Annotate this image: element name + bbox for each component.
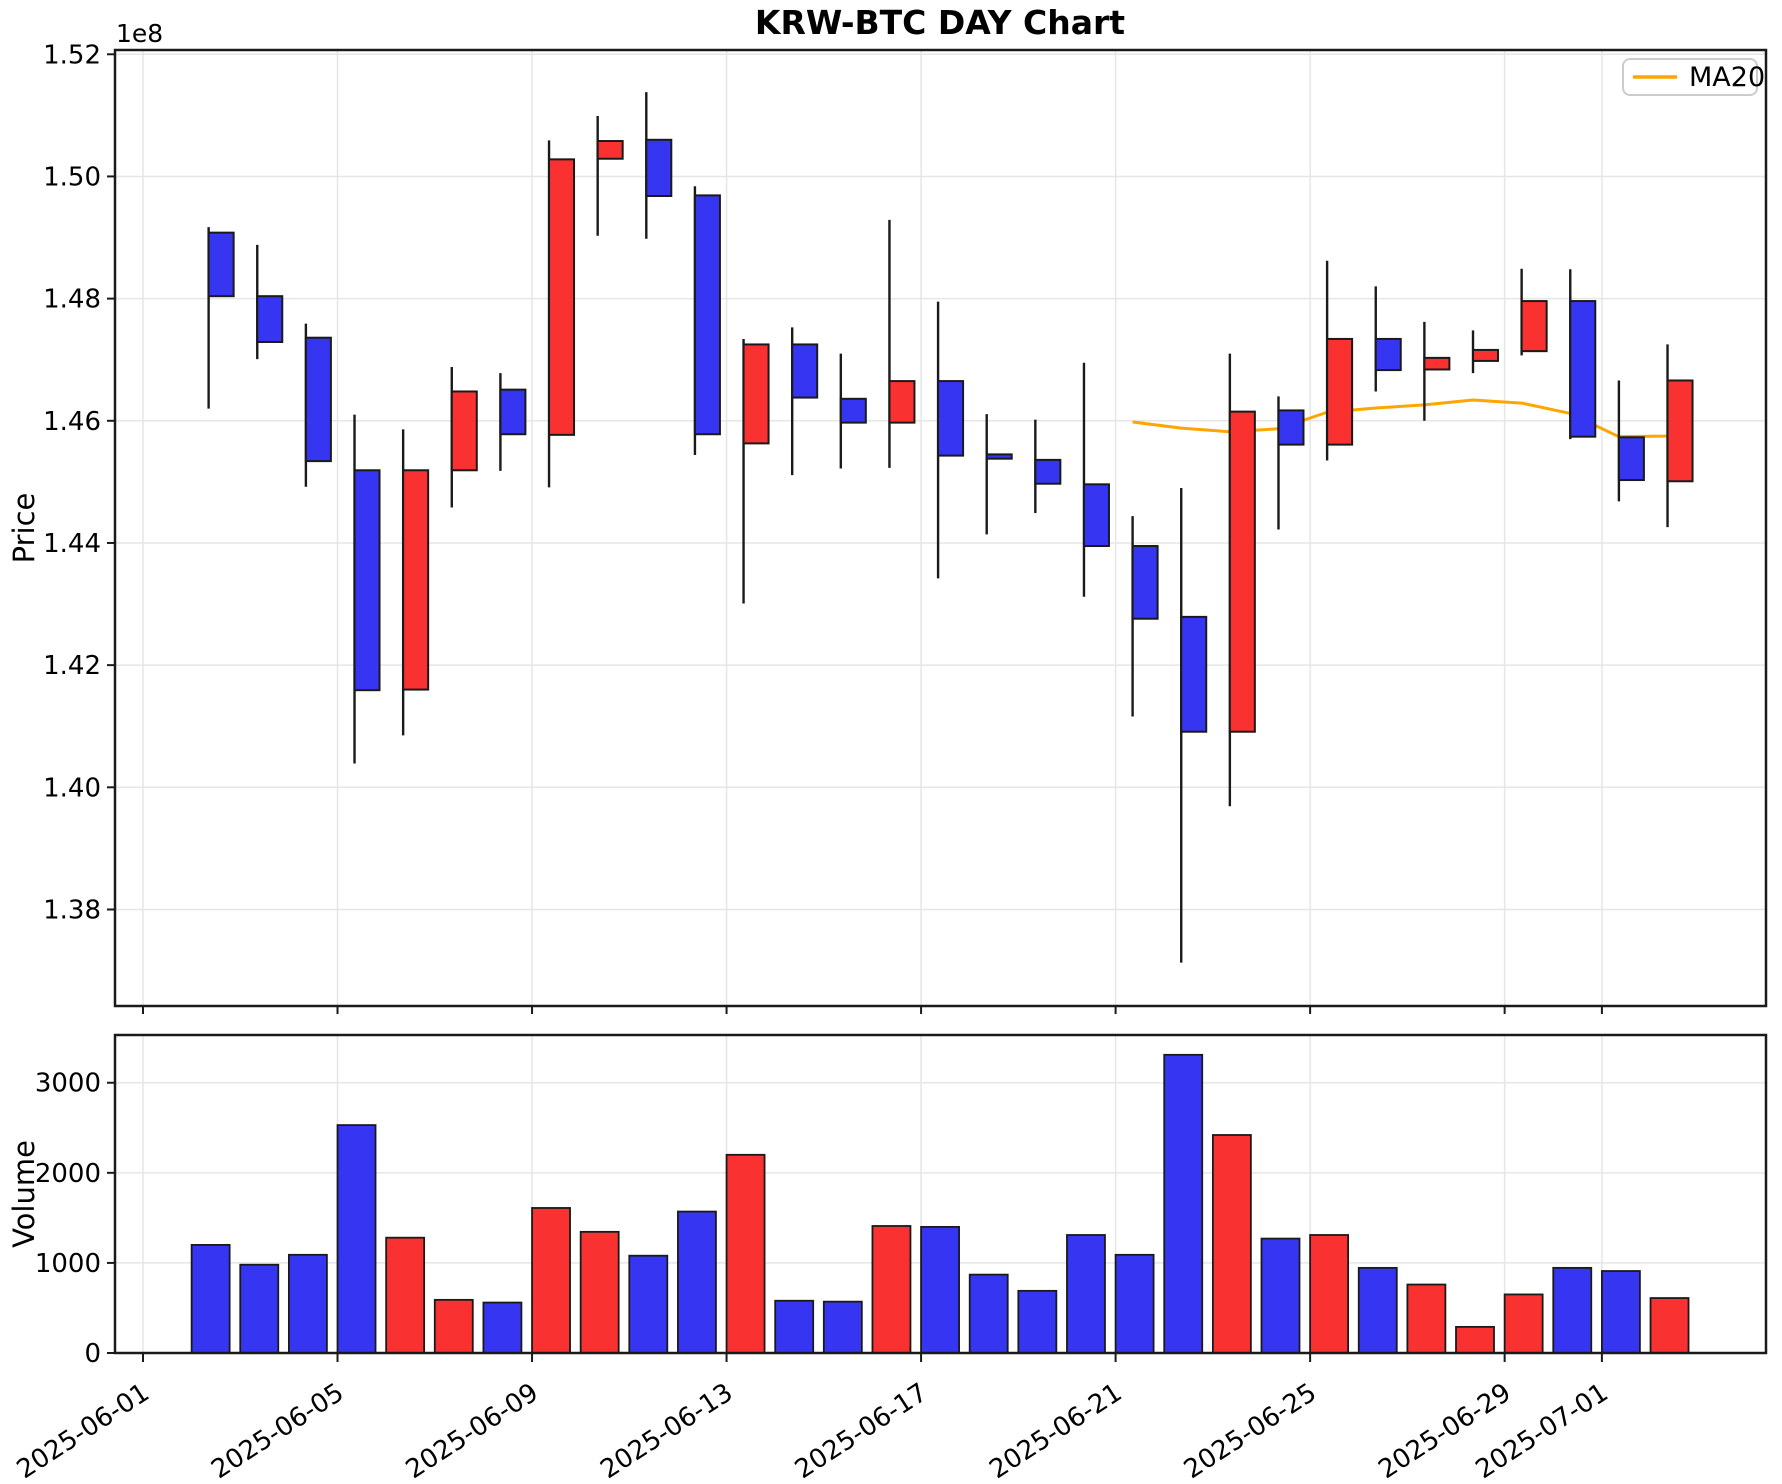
volume-bar-2025-06-15 — [822, 1300, 863, 1354]
date-tick-label: 2025-06-21 — [984, 1378, 1127, 1484]
volume-tick-label: 2000 — [35, 1159, 101, 1189]
candle-body-2025-06-03 — [256, 295, 284, 343]
volume-bar-2025-06-04 — [287, 1253, 328, 1354]
candle-body-2025-06-02 — [207, 231, 235, 298]
price-tick-label: 1.50 — [43, 162, 101, 192]
volume-bar-2025-07-01 — [1601, 1270, 1641, 1354]
date-tick-label: 2025-06-17 — [790, 1378, 933, 1484]
date-tick-label: 2025-06-05 — [206, 1378, 349, 1484]
volume-bar-2025-06-05 — [336, 1124, 377, 1354]
date-tick-label: 2025-06-01 — [12, 1378, 155, 1484]
candle-body-2025-06-06 — [402, 469, 430, 691]
candle-body-2025-06-17 — [937, 380, 965, 457]
candle-body-2025-07-02 — [1666, 379, 1694, 483]
volume-bar-2025-06-26 — [1357, 1266, 1398, 1354]
volume-bar-2025-06-29 — [1503, 1293, 1544, 1354]
volume-tick-label: 1000 — [35, 1249, 101, 1279]
candle-body-2025-06-05 — [353, 469, 381, 692]
volume-bar-2025-07-02 — [1649, 1297, 1690, 1354]
price-tick-label: 1.44 — [43, 529, 101, 559]
candle-body-2025-07-01 — [1617, 436, 1645, 482]
candle-body-2025-06-16 — [888, 380, 916, 424]
candle-body-2025-06-21 — [1131, 545, 1159, 620]
volume-bar-2025-06-13 — [725, 1153, 766, 1354]
candle-body-2025-06-09 — [548, 158, 576, 436]
volume-bar-2025-06-18 — [968, 1273, 1009, 1354]
volume-bar-2025-06-08 — [482, 1301, 523, 1354]
volume-bar-2025-06-21 — [1114, 1253, 1155, 1354]
candle-body-2025-06-28 — [1472, 348, 1500, 362]
date-tick-label: 2025-06-25 — [1179, 1378, 1322, 1484]
price-tick-label: 1.42 — [43, 651, 101, 681]
volume-axis-label: Volume — [7, 1140, 41, 1248]
legend-box — [1622, 58, 1758, 96]
date-tick-label: 2025-06-09 — [401, 1378, 544, 1484]
candle-body-2025-06-30 — [1569, 300, 1597, 438]
candle-body-2025-06-25 — [1326, 337, 1354, 446]
candle-body-2025-06-11 — [645, 138, 673, 197]
volume-bar-2025-06-20 — [1066, 1234, 1106, 1354]
volume-bar-2025-06-17 — [920, 1225, 960, 1354]
candle-body-2025-06-14 — [791, 343, 819, 399]
volume-bar-2025-06-02 — [190, 1243, 231, 1354]
volume-bar-2025-06-16 — [871, 1225, 912, 1354]
volume-bar-2025-06-25 — [1309, 1234, 1350, 1354]
volume-bar-2025-06-19 — [1017, 1289, 1058, 1354]
price-tick-label: 1.46 — [43, 407, 101, 437]
volume-bar-2025-06-23 — [1211, 1134, 1252, 1354]
candle-body-2025-06-10 — [596, 140, 624, 160]
volume-tick-label: 0 — [84, 1339, 101, 1369]
volume-bar-2025-06-30 — [1552, 1266, 1593, 1354]
price-tick-label: 1.48 — [43, 285, 101, 315]
volume-bar-2025-06-14 — [774, 1299, 815, 1354]
price-axis-offset-text: 1e8 — [116, 19, 163, 48]
candle-body-2025-06-29 — [1520, 300, 1548, 353]
volume-bar-2025-06-06 — [385, 1236, 426, 1354]
volume-bar-2025-06-07 — [433, 1298, 474, 1354]
volume-axes-spine — [113, 1033, 1768, 1355]
candle-body-2025-06-27 — [1423, 356, 1451, 371]
legend: MA20 — [1622, 58, 1765, 96]
date-tick-label: 2025-06-13 — [595, 1378, 738, 1484]
candle-body-2025-06-24 — [1277, 409, 1305, 446]
candle-body-2025-06-20 — [1082, 483, 1110, 548]
volume-bar-2025-06-09 — [531, 1207, 571, 1354]
candle-body-2025-06-26 — [1374, 337, 1402, 372]
volume-bar-2025-06-10 — [579, 1230, 620, 1354]
candle-body-2025-06-23 — [1228, 410, 1256, 733]
volume-bar-2025-06-24 — [1260, 1237, 1301, 1354]
chart-title: KRW-BTC DAY Chart — [755, 3, 1125, 42]
volume-bar-2025-06-28 — [1455, 1325, 1495, 1354]
volume-bar-2025-06-03 — [239, 1263, 280, 1354]
candle-body-2025-06-04 — [304, 336, 332, 463]
candle-body-2025-06-12 — [693, 194, 721, 436]
candle-body-2025-06-19 — [1034, 458, 1062, 485]
candle-body-2025-06-07 — [450, 390, 478, 472]
price-tick-label: 1.40 — [43, 773, 101, 803]
volume-bar-2025-06-12 — [677, 1210, 717, 1354]
candle-body-2025-06-22 — [1180, 615, 1208, 733]
candle-body-2025-06-13 — [742, 343, 770, 445]
candle-body-2025-06-18 — [985, 453, 1013, 460]
price-axis-label: Price — [7, 493, 41, 564]
price-tick-label: 1.38 — [43, 895, 101, 925]
price-axes-spine — [113, 48, 1768, 1008]
candle-body-2025-06-15 — [839, 397, 867, 424]
volume-tick-label: 3000 — [35, 1069, 101, 1099]
candle-body-2025-06-08 — [499, 388, 527, 436]
volume-bar-2025-06-22 — [1163, 1053, 1204, 1354]
volume-bar-2025-06-11 — [628, 1254, 669, 1354]
price-tick-label: 1.52 — [43, 40, 101, 70]
volume-bar-2025-06-27 — [1406, 1283, 1447, 1354]
legend-ma20-label: MA20 — [1689, 62, 1765, 93]
